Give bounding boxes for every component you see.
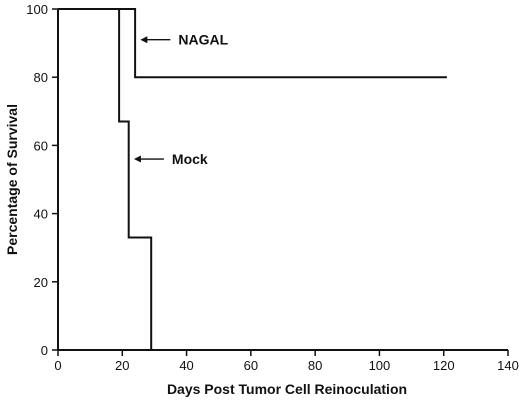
series-line-nagal: [58, 8, 447, 79]
annotation-label-nagal: NAGAL: [178, 32, 228, 48]
annotations: NAGAL Mock: [133, 32, 229, 167]
y-axis-title: Percentage of Survival: [4, 104, 20, 255]
series-lines: [58, 8, 508, 351]
y-tick-label: 80: [34, 70, 48, 85]
annotation-label-mock: Mock: [172, 151, 208, 167]
x-tick-label: 0: [54, 358, 61, 373]
series-line-mock: [58, 8, 508, 351]
x-axis-title: Days Post Tumor Cell Reinoculation: [167, 381, 407, 397]
x-tick-label: 40: [179, 358, 193, 373]
y-tick-label: 60: [34, 138, 48, 153]
x-tick-label: 20: [115, 358, 129, 373]
x-tick-label: 80: [308, 358, 322, 373]
axes: 0 20 40 60 80 100 120 140 0 20 40 60 80 100: [26, 2, 519, 373]
arrowhead-icon: [133, 155, 141, 163]
x-tick-label: 140: [497, 358, 519, 373]
x-tick-label: 120: [433, 358, 455, 373]
y-tick-label: 20: [34, 275, 48, 290]
y-tick-label: 100: [26, 2, 48, 17]
x-tick-label: 60: [244, 358, 258, 373]
arrowhead-icon: [140, 36, 148, 44]
x-tick-label: 100: [369, 358, 391, 373]
y-tick-label: 40: [34, 207, 48, 222]
y-tick-label: 0: [41, 343, 48, 358]
